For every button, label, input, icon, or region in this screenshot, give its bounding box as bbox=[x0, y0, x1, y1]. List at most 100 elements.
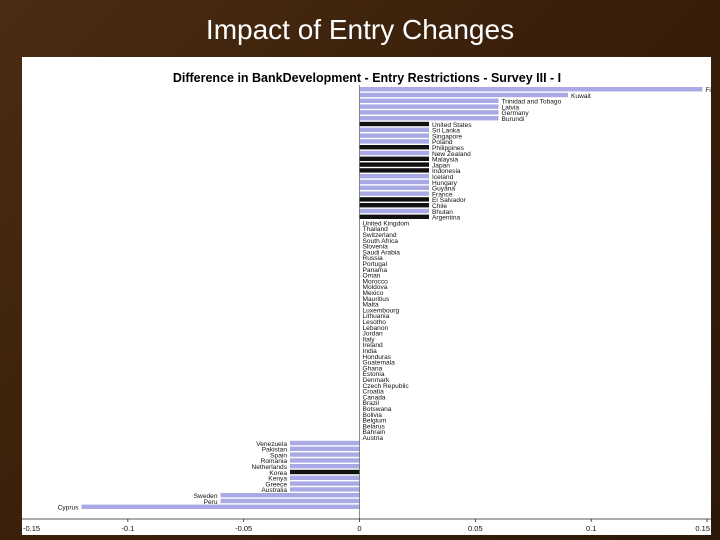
x-axis: -0.15 -0.1 -0.05 0 0.05 0.1 0.15 bbox=[22, 85, 711, 533]
bars-layer bbox=[81, 87, 703, 509]
category-label-portugal: Portugal bbox=[363, 261, 388, 268]
bar-japan bbox=[359, 162, 429, 167]
bar-singapore bbox=[359, 133, 429, 138]
category-label-burundi: Burundi bbox=[502, 116, 525, 123]
category-label-kenya: Kenya bbox=[268, 476, 287, 483]
bar-romania bbox=[290, 458, 360, 463]
category-label-spain: Spain bbox=[270, 452, 287, 459]
x-tick-label: 0.15 bbox=[695, 524, 710, 533]
bar-bhutan bbox=[359, 208, 429, 214]
category-label-moldova: Moldova bbox=[363, 284, 388, 291]
bar-iceland bbox=[359, 174, 429, 179]
bar-france bbox=[359, 191, 429, 196]
bar-guyana bbox=[359, 185, 429, 190]
category-label-sri-lanka: Sri Lanka bbox=[432, 128, 460, 135]
category-label-chile: Chile bbox=[432, 203, 447, 210]
bar-sweden bbox=[220, 493, 360, 498]
category-label-botswana: Botswana bbox=[363, 406, 392, 413]
category-label-pakistan: Pakistan bbox=[262, 447, 288, 454]
category-label-bhutan: Bhutan bbox=[432, 209, 453, 216]
bar-korea bbox=[290, 469, 360, 475]
category-label-mexico: Mexico bbox=[363, 290, 384, 297]
x-tick-label: -0.1 bbox=[121, 524, 134, 533]
bar-kuwait bbox=[359, 92, 568, 98]
category-label-venezuela: Venezuela bbox=[256, 441, 287, 448]
bar-new-zealand bbox=[359, 150, 429, 156]
bar-malaysia bbox=[359, 156, 429, 161]
bar-greece bbox=[290, 481, 360, 486]
category-label-poland: Poland bbox=[432, 139, 453, 146]
bar-latvia bbox=[359, 104, 499, 109]
x-tick-label: -0.15 bbox=[23, 524, 40, 533]
category-label-india: India bbox=[363, 348, 378, 355]
bar-el-salvador bbox=[359, 197, 429, 202]
category-label-ireland: Ireland bbox=[363, 342, 383, 349]
category-label-sweden: Sweden bbox=[194, 493, 218, 500]
category-label-malta: Malta bbox=[363, 302, 379, 309]
category-label-australia: Australia bbox=[261, 487, 287, 494]
category-label-el-salvador: El Salvador bbox=[432, 197, 467, 204]
category-label-denmark: Denmark bbox=[363, 377, 390, 384]
category-label-lebanon: Lebanon bbox=[363, 325, 389, 332]
category-label-korea: Korea bbox=[269, 470, 287, 477]
x-tick-label: -0.05 bbox=[235, 524, 252, 533]
bar-cyprus bbox=[81, 504, 360, 509]
category-label-slovenia: Slovenia bbox=[363, 244, 389, 251]
category-labels: Finland Kuwait Trinidad and TobagoLatviaGe… bbox=[58, 87, 711, 512]
bar-chile bbox=[359, 203, 429, 208]
category-label-argentina: Argentina bbox=[432, 215, 461, 222]
bar-chart: Difference in BankDevelopment - Entry Re… bbox=[22, 71, 711, 533]
category-label-kuwait: Kuwait bbox=[571, 93, 591, 100]
category-label-indonesia: Indonesia bbox=[432, 168, 461, 175]
category-label-morocco: Morocco bbox=[363, 278, 389, 285]
category-label-belgium: Belgium bbox=[363, 418, 387, 425]
category-label-luxembourg: Luxembourg bbox=[363, 307, 400, 314]
category-label-latvia: Latvia bbox=[502, 104, 520, 111]
category-label-singapore: Singapore bbox=[432, 133, 462, 140]
x-tick-label: 0 bbox=[357, 524, 361, 533]
chart-panel: Difference in BankDevelopment - Entry Re… bbox=[22, 57, 711, 535]
bar-germany bbox=[359, 110, 499, 115]
x-tick-label: 0.05 bbox=[468, 524, 483, 533]
category-label-bahrain: Bahrain bbox=[363, 429, 386, 436]
category-label-oman: Oman bbox=[363, 273, 381, 280]
chart-title: Difference in BankDevelopment - Entry Re… bbox=[173, 71, 561, 85]
category-label-bolivia: Bolivia bbox=[363, 412, 383, 419]
category-label-finland: Finland bbox=[705, 87, 711, 94]
category-label-canada: Canada bbox=[363, 394, 386, 401]
category-label-peru: Peru bbox=[204, 499, 218, 506]
bar-trinidad-and-tobago bbox=[359, 98, 499, 103]
category-label-austria: Austria bbox=[363, 435, 384, 442]
category-label-malaysia: Malaysia bbox=[432, 157, 458, 164]
bar-philippines bbox=[359, 145, 429, 150]
bar-united-states bbox=[359, 121, 429, 127]
category-label-jordan: Jordan bbox=[363, 331, 383, 338]
category-label-netherlands: Netherlands bbox=[251, 464, 287, 471]
category-label-belarus: Belarus bbox=[363, 423, 386, 430]
category-label-trinidad-and-tobago: Trinidad and Tobago bbox=[502, 99, 562, 106]
category-label-saudi-arabia: Saudi Arabia bbox=[363, 249, 401, 256]
slide-title: Impact of Entry Changes bbox=[205, 14, 515, 45]
category-label-romania: Romania bbox=[261, 458, 288, 465]
bar-finland bbox=[359, 87, 703, 92]
bar-indonesia bbox=[359, 168, 429, 173]
bar-kenya bbox=[290, 475, 360, 480]
bar-burundi bbox=[359, 116, 499, 121]
category-label-thailand: Thailand bbox=[363, 226, 389, 233]
category-label-switzerland: Switzerland bbox=[363, 232, 397, 239]
category-label-philippines: Philippines bbox=[432, 145, 465, 152]
category-label-czech-republic: Czech Republic bbox=[363, 383, 410, 390]
category-label-croatia: Croatia bbox=[363, 389, 385, 396]
category-label-france: France bbox=[432, 191, 453, 198]
bar-netherlands bbox=[290, 464, 360, 469]
bar-argentina bbox=[359, 214, 429, 219]
bar-australia bbox=[290, 487, 360, 492]
category-label-estonia: Estonia bbox=[363, 371, 385, 378]
category-label-russia: Russia bbox=[363, 255, 383, 262]
bar-pakistan bbox=[290, 446, 360, 451]
category-label-ghana: Ghana bbox=[363, 365, 383, 372]
category-label-united-states: United States bbox=[432, 122, 472, 129]
category-label-japan: Japan bbox=[432, 162, 450, 169]
category-label-italy: Italy bbox=[363, 336, 376, 343]
category-label-guyana: Guyana bbox=[432, 186, 455, 193]
